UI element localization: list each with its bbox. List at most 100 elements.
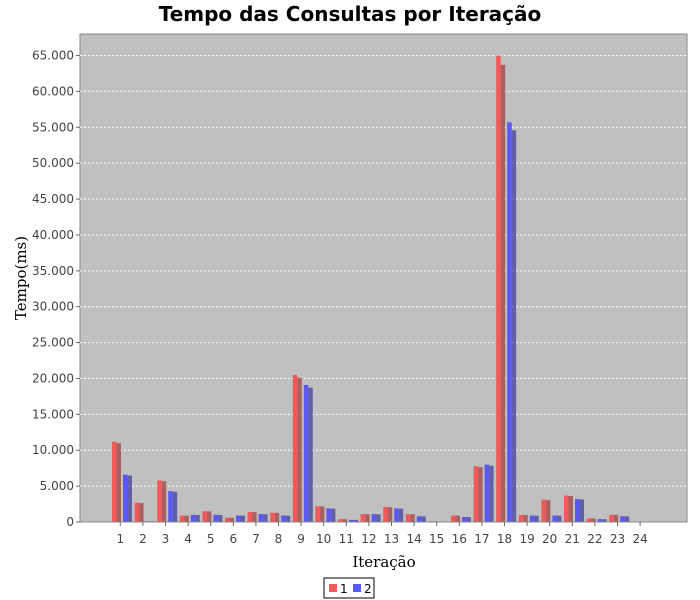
bar-series-1 bbox=[360, 514, 366, 522]
x-tick-label: 15 bbox=[429, 532, 444, 546]
bar-series-2 bbox=[597, 519, 603, 522]
legend-box bbox=[323, 577, 375, 599]
bar-shadow bbox=[172, 491, 178, 522]
bar-series-2 bbox=[620, 516, 625, 522]
bar-shadow bbox=[489, 465, 494, 522]
legend-label: 2 bbox=[364, 582, 372, 596]
bars bbox=[112, 55, 630, 522]
y-tick-label: 60.000 bbox=[32, 84, 74, 98]
bar-series-2 bbox=[236, 515, 241, 522]
x-axis-ticks: 1 2 3 4 5 6 7 8 9 10 11 12 13 14 15 16 17 18 19 20 21 22 23 24 bbox=[80, 521, 687, 546]
bar-series-1 bbox=[564, 495, 569, 522]
bar-series-1 bbox=[405, 514, 411, 522]
bar-shadow bbox=[534, 515, 539, 522]
bar-series-2 bbox=[575, 499, 580, 522]
x-tick-label: 1 bbox=[116, 532, 124, 546]
bar-shadow bbox=[556, 515, 562, 522]
bar-shadow bbox=[478, 467, 483, 522]
y-tick-label: 50.000 bbox=[32, 156, 74, 170]
bar-series-2 bbox=[371, 514, 377, 522]
bar-shadow bbox=[421, 516, 426, 522]
bar-shadow bbox=[523, 514, 528, 522]
bar-series-1 bbox=[157, 480, 162, 522]
bar-series-1 bbox=[225, 517, 230, 522]
y-tick-label: 5.000 bbox=[40, 479, 74, 493]
bar-series-2 bbox=[507, 122, 512, 522]
bar-shadow bbox=[398, 508, 404, 522]
bar-shadow bbox=[579, 499, 584, 522]
bar-series-2 bbox=[168, 491, 173, 522]
bar-series-1 bbox=[134, 502, 140, 522]
y-tick-label: 25.000 bbox=[32, 336, 74, 350]
bar-series-1 bbox=[338, 519, 343, 522]
x-tick-label: 21 bbox=[565, 532, 580, 546]
x-tick-label: 10 bbox=[316, 532, 331, 546]
x-tick-label: 22 bbox=[587, 532, 602, 546]
y-tick-label: 0 bbox=[66, 515, 74, 529]
x-tick-label: 18 bbox=[497, 532, 512, 546]
bar-shadow bbox=[127, 475, 132, 522]
bar-shadow bbox=[568, 495, 573, 522]
legend-swatch bbox=[329, 584, 337, 592]
bar-series-1 bbox=[609, 514, 614, 522]
bar-shadow bbox=[217, 514, 223, 522]
bar-shadow bbox=[511, 130, 517, 522]
bar-shadow bbox=[240, 515, 245, 522]
x-tick-label: 2 bbox=[139, 532, 147, 546]
bar-shadow bbox=[229, 517, 234, 522]
bar-shadow bbox=[455, 515, 460, 522]
bar-shadow bbox=[545, 500, 551, 522]
x-tick-label: 17 bbox=[474, 532, 489, 546]
y-tick-label: 55.000 bbox=[32, 120, 74, 134]
bar-series-2 bbox=[529, 515, 535, 522]
bar-series-2 bbox=[303, 384, 309, 522]
x-tick-label: 12 bbox=[361, 532, 376, 546]
bar-shadow bbox=[342, 519, 347, 522]
bar-shadow bbox=[410, 514, 415, 522]
plot-area bbox=[79, 33, 688, 523]
bar-shadow bbox=[387, 507, 393, 522]
x-tick-label: 23 bbox=[610, 532, 625, 546]
x-tick-label: 4 bbox=[184, 532, 192, 546]
bar-shadow bbox=[206, 511, 212, 522]
bar-series-1 bbox=[202, 511, 207, 522]
x-tick-label: 6 bbox=[229, 532, 237, 546]
bar-series-2 bbox=[213, 514, 218, 522]
bar-series-2 bbox=[326, 508, 331, 522]
y-tick-label: 45.000 bbox=[32, 192, 74, 206]
x-tick-label: 13 bbox=[384, 532, 399, 546]
bar-shadow bbox=[308, 387, 313, 522]
bar-shadow bbox=[602, 519, 607, 522]
x-tick-label: 11 bbox=[339, 532, 354, 546]
y-tick-label: 40.000 bbox=[32, 228, 74, 242]
bar-shadow bbox=[285, 515, 291, 522]
bar-series-1 bbox=[518, 514, 524, 522]
bar-shadow bbox=[466, 517, 471, 522]
bar-series-1 bbox=[292, 374, 298, 522]
bar-shadow bbox=[263, 514, 268, 522]
x-axis-label: Iteração bbox=[352, 553, 415, 571]
bar-series-2 bbox=[394, 508, 399, 522]
bar-shadow bbox=[591, 518, 596, 522]
bar-shadow bbox=[297, 377, 302, 522]
bar-series-1 bbox=[179, 515, 185, 522]
bar-shadow bbox=[116, 443, 121, 522]
x-tick-label: 14 bbox=[406, 532, 421, 546]
bar-series-1 bbox=[496, 55, 501, 522]
bar-series-1 bbox=[451, 515, 456, 522]
bar-shadow bbox=[330, 508, 336, 522]
bar-shadow bbox=[365, 514, 370, 522]
bar-shadow bbox=[353, 519, 358, 522]
bar-shadow bbox=[184, 515, 189, 522]
grid-lines bbox=[80, 55, 687, 487]
bar-series-2 bbox=[190, 514, 196, 522]
bar-series-1 bbox=[473, 466, 479, 522]
bar-shadow bbox=[274, 512, 280, 522]
bar-series-2 bbox=[281, 515, 286, 522]
bar-shadow bbox=[319, 506, 325, 522]
bar-shadow bbox=[613, 514, 619, 522]
bar-series-2 bbox=[462, 516, 467, 522]
